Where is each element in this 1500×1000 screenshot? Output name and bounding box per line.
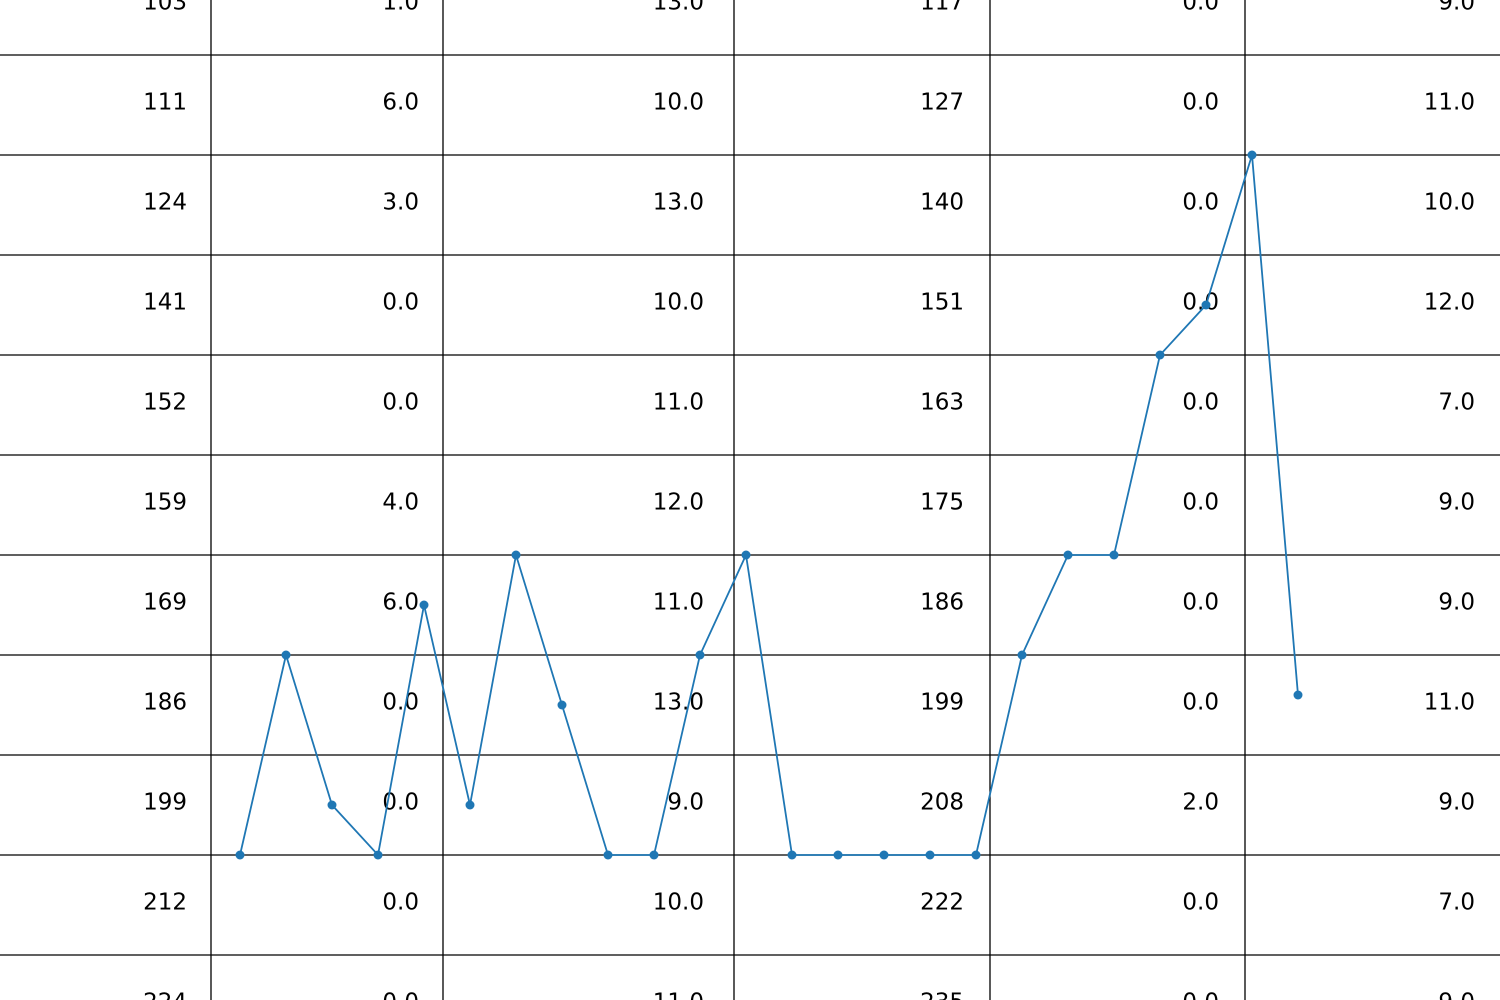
cell: 12.0 [1424, 290, 1475, 316]
point [419, 600, 429, 610]
cell: 9.0 [1438, 0, 1475, 16]
cell: 9.0 [1438, 790, 1475, 816]
cell: 13.0 [653, 690, 704, 716]
cell: 0.0 [1182, 490, 1219, 516]
point [971, 850, 981, 860]
cell: 10.0 [653, 890, 704, 916]
cell: 9.0 [1438, 590, 1475, 616]
cell: 6.0 [382, 90, 419, 116]
cell: 10.0 [653, 90, 704, 116]
cell: 0.0 [382, 890, 419, 916]
point [1201, 300, 1211, 310]
cell: 6.0 [382, 590, 419, 616]
cell: 11.0 [1424, 90, 1475, 116]
cell: 0.0 [382, 390, 419, 416]
point [741, 550, 751, 560]
cell: 224 [143, 990, 187, 1000]
point [879, 850, 889, 860]
cell: 127 [920, 90, 964, 116]
cell: 11.0 [653, 990, 704, 1000]
point [1017, 650, 1027, 660]
cell: 10.0 [653, 290, 704, 316]
point [557, 700, 567, 710]
point [1109, 550, 1119, 560]
cell: 7.0 [1438, 390, 1475, 416]
cell: 10.0 [1424, 190, 1475, 216]
cell: 124 [143, 190, 187, 216]
cell: 12.0 [653, 490, 704, 516]
cell: 175 [920, 490, 964, 516]
cell: 186 [920, 590, 964, 616]
point [281, 650, 291, 660]
cell: 0.0 [1182, 190, 1219, 216]
cell: 0.0 [382, 990, 419, 1000]
point [649, 850, 659, 860]
cell: 4.0 [382, 490, 419, 516]
point [603, 850, 613, 860]
cell: 199 [920, 690, 964, 716]
cell: 186 [143, 690, 187, 716]
cell: 163 [920, 390, 964, 416]
cell: 9.0 [1438, 990, 1475, 1000]
cell: 0.0 [382, 290, 419, 316]
cell: 151 [920, 290, 964, 316]
cell: 152 [143, 390, 187, 416]
point [511, 550, 521, 560]
cell: 9.0 [1438, 490, 1475, 516]
cell: 0.0 [1182, 0, 1219, 16]
cell: 111 [143, 90, 187, 116]
cell: 141 [143, 290, 187, 316]
cell: 11.0 [1424, 690, 1475, 716]
line [239, 154, 1299, 857]
cell: 235 [920, 990, 964, 1000]
point [1293, 690, 1303, 700]
cell: 0.0 [1182, 590, 1219, 616]
point [1155, 350, 1165, 360]
cell: 169 [143, 590, 187, 616]
cell: 11.0 [653, 390, 704, 416]
cell: 0.0 [1182, 690, 1219, 716]
cell: 0.0 [1182, 90, 1219, 116]
point [833, 850, 843, 860]
cell: 3.0 [382, 190, 419, 216]
cell: 0.0 [1182, 990, 1219, 1000]
cell: 117 [920, 0, 964, 16]
point [925, 850, 935, 860]
cell: 140 [920, 190, 964, 216]
cell: 199 [143, 790, 187, 816]
cell: 13.0 [653, 190, 704, 216]
point [1247, 150, 1257, 160]
cell: 212 [143, 890, 187, 916]
cell: 0.0 [382, 690, 419, 716]
cell: 0.0 [1182, 890, 1219, 916]
cell: 222 [920, 890, 964, 916]
point [373, 850, 383, 860]
point [235, 850, 245, 860]
cell: 159 [143, 490, 187, 516]
point [1063, 550, 1073, 560]
cell: 208 [920, 790, 964, 816]
cell: 7.0 [1438, 890, 1475, 916]
point [465, 800, 475, 810]
cell: 0.0 [1182, 390, 1219, 416]
cell: 11.0 [653, 590, 704, 616]
cell: 1.0 [382, 0, 419, 16]
cell: 13.0 [653, 0, 704, 16]
point [695, 650, 705, 660]
cell: 9.0 [667, 790, 704, 816]
cell: 103 [143, 0, 187, 16]
cell: 2.0 [1182, 790, 1219, 816]
point [787, 850, 797, 860]
point [327, 800, 337, 810]
